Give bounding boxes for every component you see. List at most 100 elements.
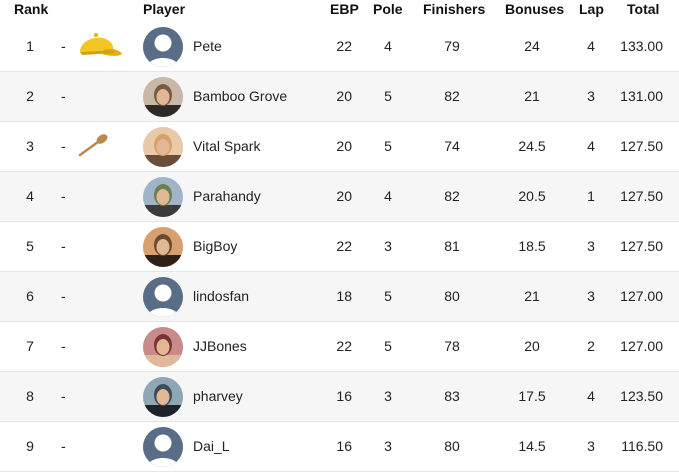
rank-cell: 9: [26, 438, 34, 454]
position-change: -: [61, 388, 66, 404]
finishers-cell: 83: [444, 388, 460, 404]
header-rank[interactable]: Rank: [14, 1, 49, 17]
avatar[interactable]: [143, 177, 183, 217]
total-cell: 123.50: [620, 388, 663, 404]
bonuses-cell: 21: [524, 288, 540, 304]
bonuses-cell: 20: [524, 338, 540, 354]
position-change: -: [61, 438, 66, 454]
total-cell: 133.00: [620, 38, 663, 54]
yellow-cap-icon: [74, 30, 124, 62]
bonuses-cell: 24: [524, 38, 540, 54]
total-cell: 116.50: [621, 438, 663, 454]
rank-cell: 2: [26, 88, 34, 104]
total-cell: 131.00: [620, 88, 663, 104]
player-name[interactable]: Parahandy: [193, 188, 261, 204]
finishers-cell: 80: [444, 288, 460, 304]
bonuses-cell: 18.5: [518, 238, 546, 254]
rank-cell: 8: [26, 388, 34, 404]
position-change: -: [61, 138, 66, 154]
avatar[interactable]: [143, 127, 183, 167]
table-row: 4 - Parahandy 20 4 82 20.5 1 127.50: [0, 172, 679, 222]
table-row: 7 - JJBones 22 5 78 20 2 127.00: [0, 322, 679, 372]
ebp-cell: 22: [336, 38, 352, 54]
finishers-cell: 78: [444, 338, 460, 354]
lap-cell: 3: [587, 88, 595, 104]
bonuses-cell: 21: [524, 88, 540, 104]
avatar[interactable]: [143, 27, 183, 67]
total-cell: 127.50: [620, 238, 663, 254]
total-cell: 127.00: [620, 338, 663, 354]
table-row: 2 - Bamboo Grove 20 5 82 21 3 131.00: [0, 72, 679, 122]
player-name[interactable]: BigBoy: [193, 238, 238, 254]
wooden-spoon-icon: [74, 130, 124, 162]
total-cell: 127.00: [620, 288, 663, 304]
finishers-cell: 82: [444, 188, 460, 204]
player-name[interactable]: lindosfan: [193, 288, 250, 304]
player-name[interactable]: Bamboo Grove: [193, 88, 288, 104]
rank-cell: 6: [26, 288, 34, 304]
table-row: 9 - Dai_L 16 3 80 14.5 3 116.50: [0, 422, 679, 472]
avatar[interactable]: [143, 77, 183, 117]
ebp-cell: 20: [336, 138, 352, 154]
pole-cell: 4: [384, 38, 392, 54]
avatar[interactable]: [143, 427, 183, 467]
pole-cell: 5: [384, 338, 392, 354]
header-ebp[interactable]: EBP: [330, 1, 359, 17]
ebp-cell: 16: [336, 388, 352, 404]
header-bonuses[interactable]: Bonuses: [505, 1, 565, 17]
table-row: 3 - Vital Spark 20 5 74 24.5 4 127.50: [0, 122, 679, 172]
header-lap[interactable]: Lap: [579, 1, 604, 17]
avatar[interactable]: [143, 377, 183, 417]
rank-cell: 5: [26, 238, 34, 254]
finishers-cell: 82: [444, 88, 460, 104]
header-player[interactable]: Player: [143, 1, 186, 17]
bonuses-cell: 17.5: [518, 388, 546, 404]
total-cell: 127.50: [620, 138, 663, 154]
bonuses-cell: 20.5: [518, 188, 546, 204]
player-name[interactable]: JJBones: [193, 338, 247, 354]
position-change: -: [61, 238, 66, 254]
rank-cell: 7: [26, 338, 34, 354]
player-name[interactable]: Vital Spark: [193, 138, 261, 154]
position-change: -: [61, 338, 66, 354]
header-finishers[interactable]: Finishers: [423, 1, 486, 17]
ebp-cell: 20: [336, 88, 352, 104]
ebp-cell: 22: [336, 338, 352, 354]
table-row: 1 - Pete 22 4 79 24 4 133.00: [0, 22, 679, 72]
ebp-cell: 18: [336, 288, 352, 304]
lap-cell: 3: [587, 438, 595, 454]
table-row: 8 - pharvey 16 3 83 17.5 4 123.50: [0, 372, 679, 422]
pole-cell: 5: [384, 138, 392, 154]
header-total[interactable]: Total: [627, 1, 660, 17]
player-name[interactable]: Pete: [193, 38, 222, 54]
ebp-cell: 20: [336, 188, 352, 204]
position-change: -: [61, 188, 66, 204]
bonuses-cell: 24.5: [518, 138, 546, 154]
lap-cell: 2: [587, 338, 595, 354]
pole-cell: 5: [384, 88, 392, 104]
pole-cell: 3: [384, 388, 392, 404]
finishers-cell: 80: [444, 438, 460, 454]
bonuses-cell: 14.5: [518, 438, 546, 454]
position-change: -: [61, 288, 66, 304]
lap-cell: 4: [587, 138, 595, 154]
finishers-cell: 74: [444, 138, 460, 154]
avatar[interactable]: [143, 227, 183, 267]
pole-cell: 3: [384, 238, 392, 254]
total-cell: 127.50: [620, 188, 663, 204]
table-row: 6 - lindosfan 18 5 80 21 3 127.00: [0, 272, 679, 322]
player-name[interactable]: pharvey: [193, 388, 243, 404]
avatar[interactable]: [143, 277, 183, 317]
player-name[interactable]: Dai_L: [193, 438, 230, 454]
avatar[interactable]: [143, 327, 183, 367]
pole-cell: 5: [384, 288, 392, 304]
pole-cell: 4: [384, 188, 392, 204]
lap-cell: 3: [587, 238, 595, 254]
lap-cell: 1: [587, 188, 595, 204]
table-body: 1- Pete 22 4 79 24 4 133.00 2- Bamboo Grove 20 5 82 2…: [0, 22, 679, 472]
header-pole[interactable]: Pole: [373, 1, 403, 17]
pole-cell: 3: [384, 438, 392, 454]
lap-cell: 4: [587, 388, 595, 404]
ebp-cell: 22: [336, 238, 352, 254]
